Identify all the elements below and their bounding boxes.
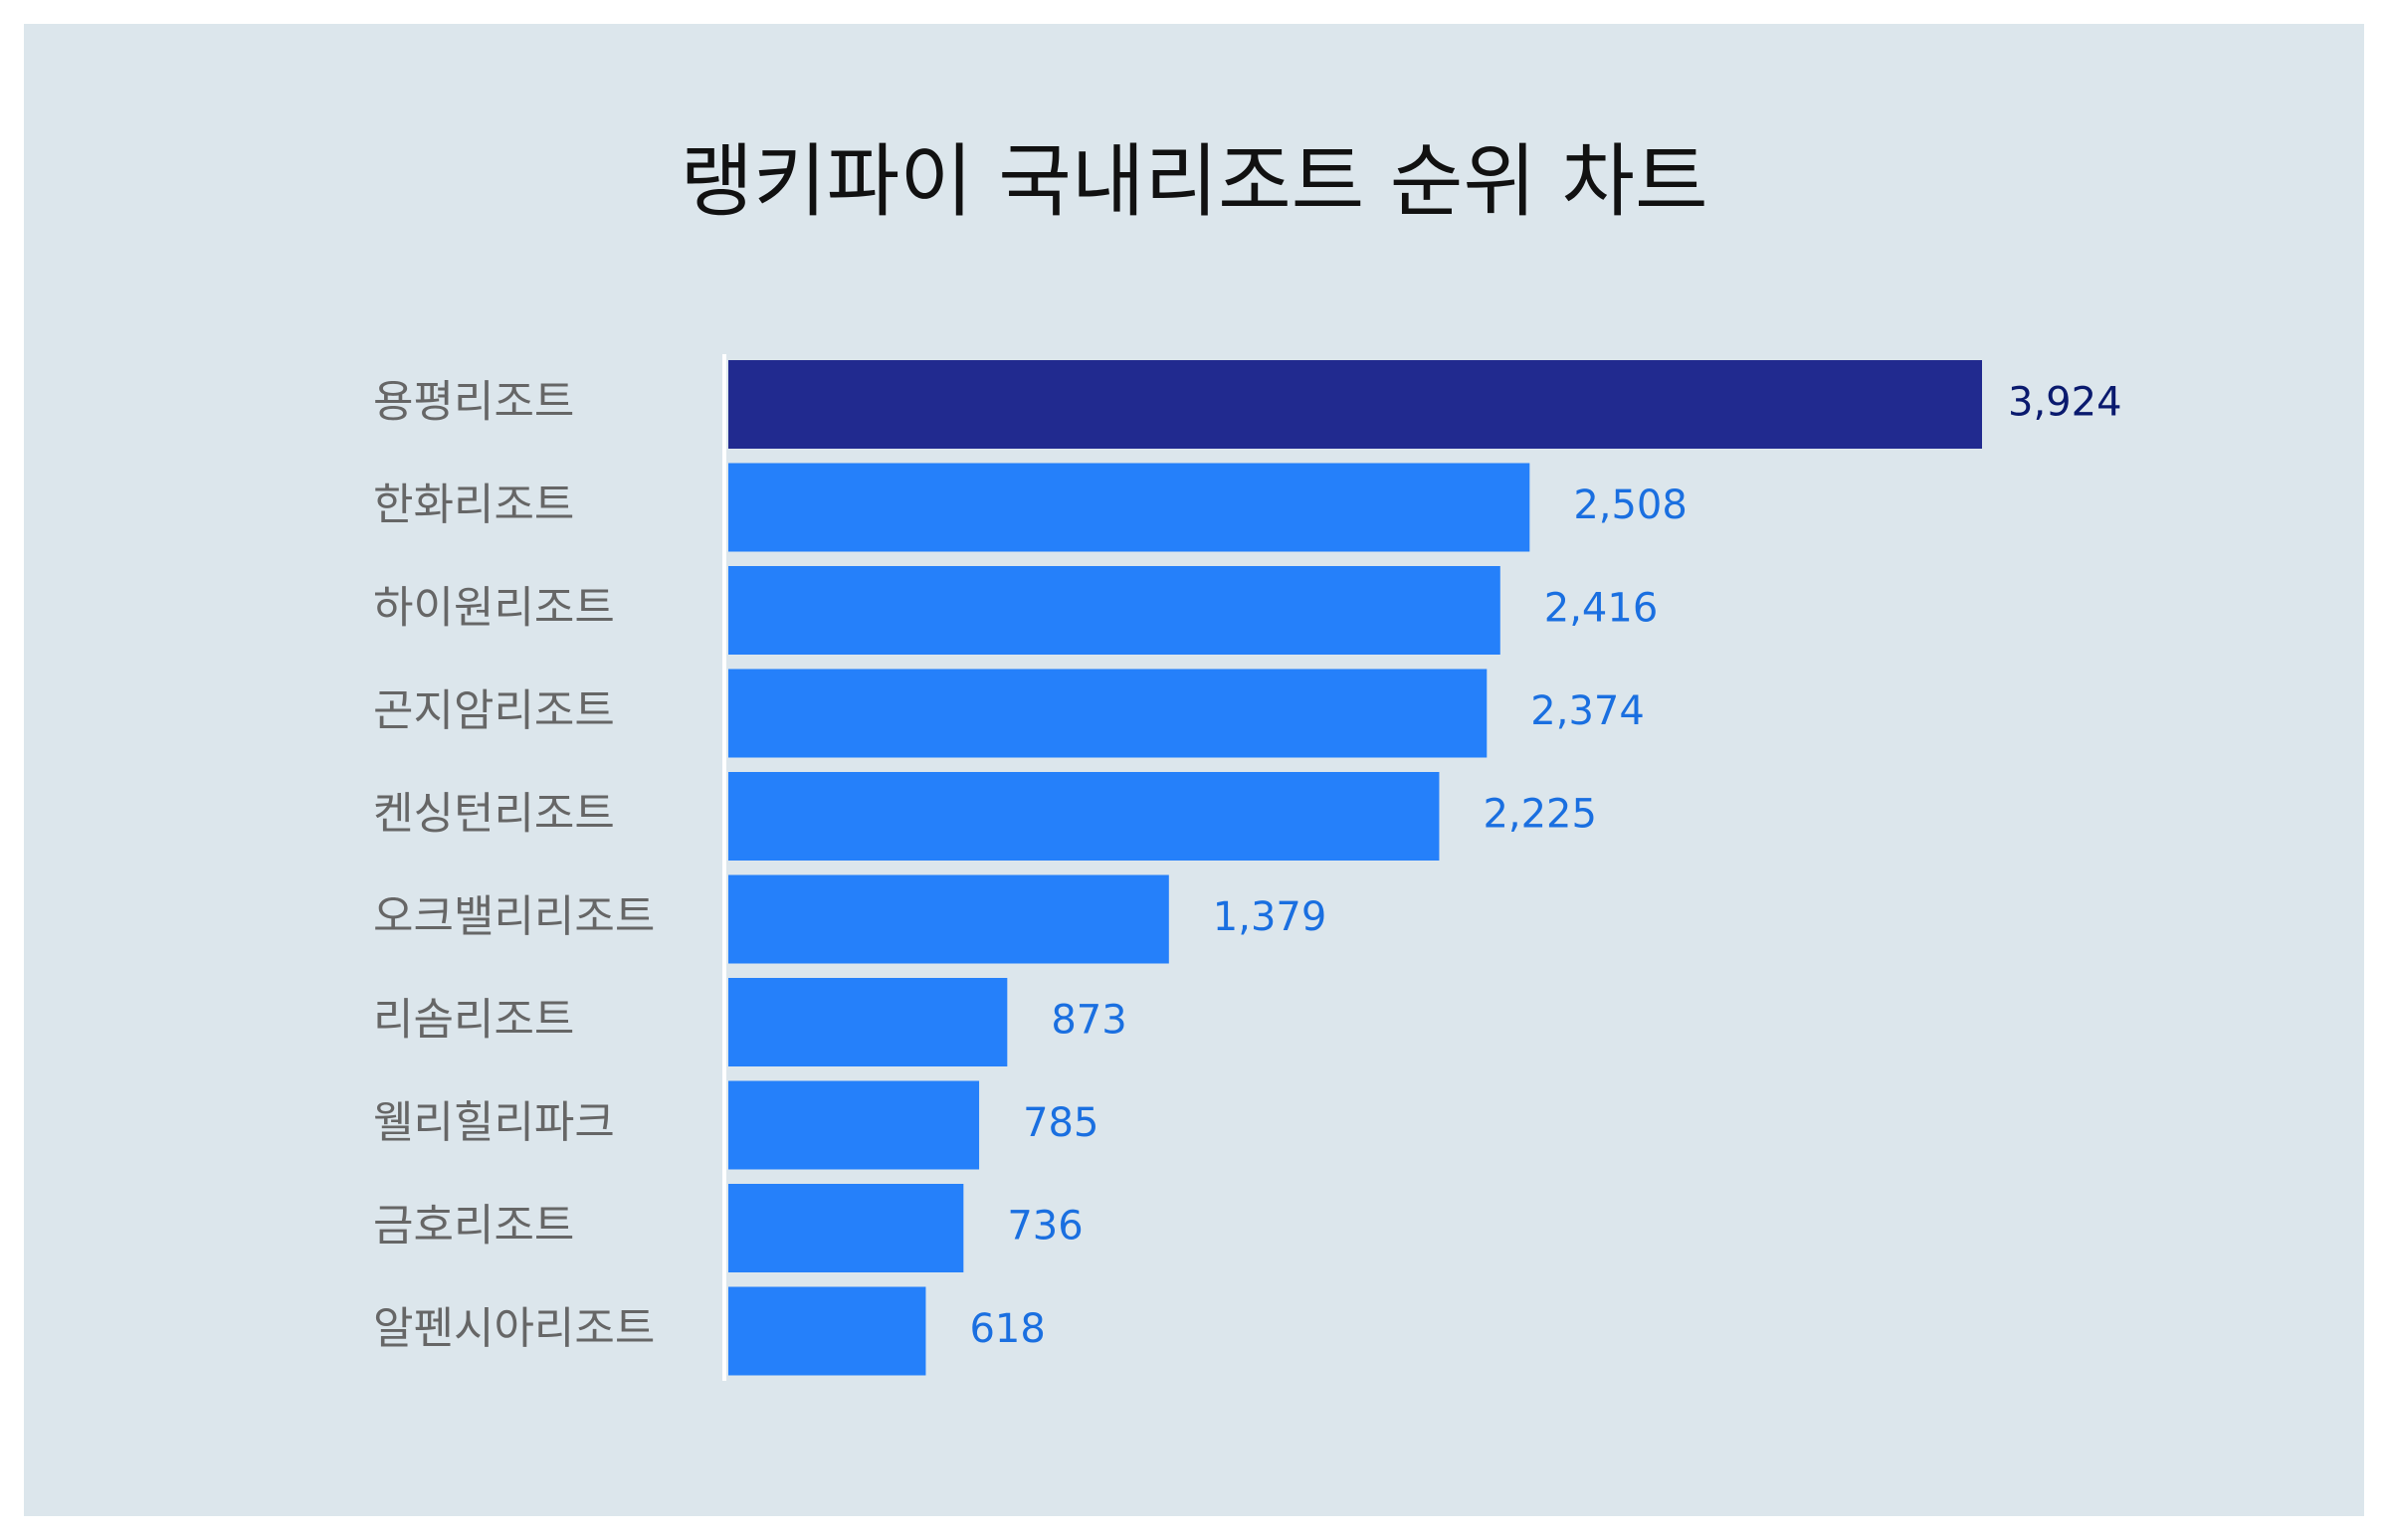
- value-label: 618: [969, 1306, 1045, 1352]
- bar: [728, 772, 1440, 861]
- chart-panel: [24, 24, 2364, 1516]
- value-label: 1,379: [1213, 894, 1327, 940]
- bar: [728, 463, 1530, 552]
- value-label: 2,416: [1544, 586, 1659, 632]
- value-label: 3,924: [2008, 380, 2122, 426]
- category-label: 금호리조트: [373, 1201, 574, 1251]
- bars-group: 용평리조트 3,924 한화리조트 2,508 하이원리조트 2,416 곤지암리조트 2,3…: [373, 360, 2122, 1376]
- bar: [728, 1184, 964, 1272]
- value-label: 2,374: [1530, 688, 1645, 734]
- bar: [728, 566, 1500, 655]
- value-label: 2,508: [1573, 482, 1688, 528]
- category-label: 웰리힐리파크: [373, 1097, 615, 1148]
- chart-title: 랭키파이 국내리조트 순위 차트: [680, 135, 1708, 228]
- bar: [728, 1286, 926, 1376]
- bar: [728, 978, 1008, 1066]
- category-label: 용평리조트: [373, 377, 574, 428]
- value-label: 785: [1023, 1100, 1098, 1146]
- value-label: 873: [1051, 998, 1126, 1044]
- bar: [728, 874, 1169, 964]
- category-label: 켄싱턴리조트: [373, 789, 615, 840]
- category-label: 리솜리조트: [373, 995, 574, 1046]
- category-label: 한화리조트: [373, 480, 574, 530]
- category-label: 하이원리조트: [373, 583, 615, 634]
- value-label: 736: [1007, 1204, 1083, 1250]
- bar: [728, 669, 1488, 758]
- category-label: 곤지암리조트: [373, 685, 615, 736]
- category-label: 오크밸리리조트: [373, 891, 655, 942]
- bar: [728, 360, 1982, 449]
- value-label: 2,225: [1483, 792, 1597, 838]
- category-label: 알펜시아리조트: [373, 1303, 655, 1354]
- bar: [728, 1080, 980, 1170]
